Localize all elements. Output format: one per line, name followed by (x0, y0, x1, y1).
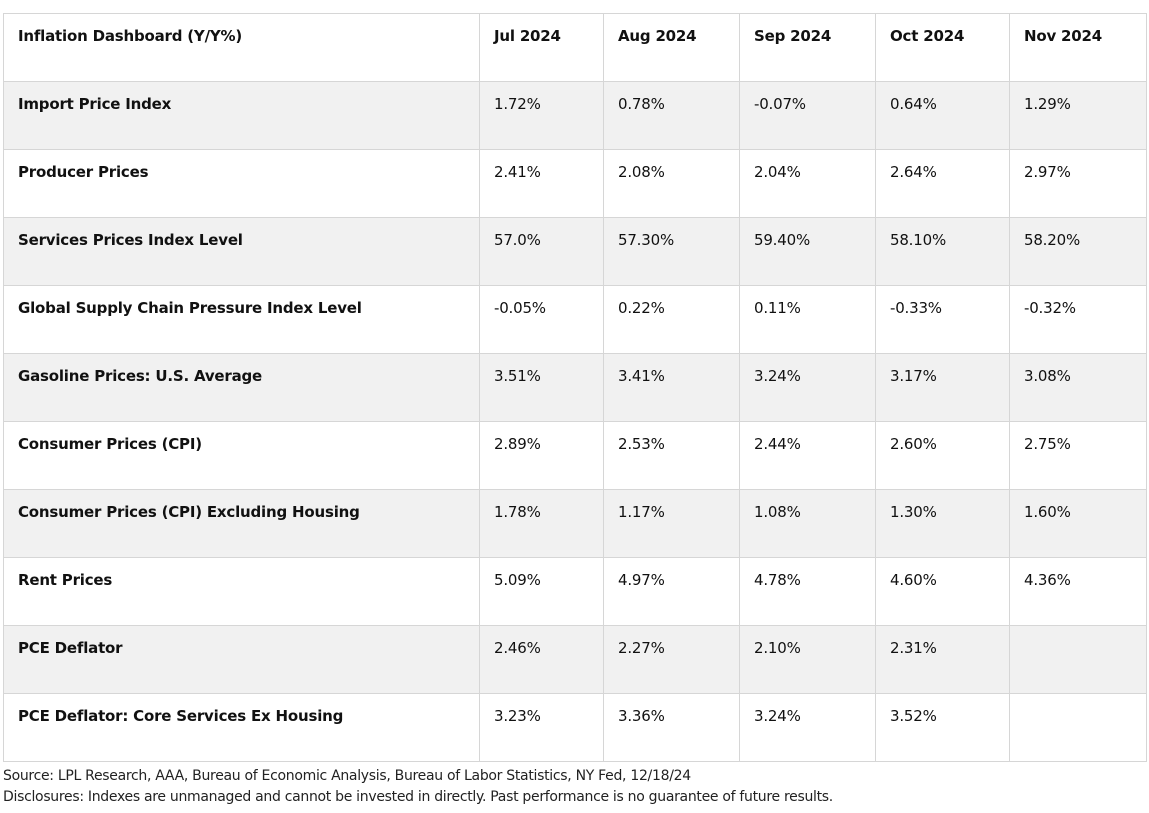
table-row: Import Price Index 1.72% 0.78% -0.07% 0.… (3, 81, 1147, 150)
table-cell: 3.36% (603, 693, 740, 762)
source-note: Source: LPL Research, AAA, Bureau of Eco… (3, 768, 691, 784)
table-cell: -0.32% (1009, 285, 1147, 354)
header-oct-2024: Oct 2024 (875, 13, 1010, 82)
table-cell: 2.64% (875, 149, 1010, 218)
table-cell: 2.97% (1009, 149, 1147, 218)
table-row: Global Supply Chain Pressure Index Level… (3, 285, 1147, 354)
table-cell: 1.30% (875, 489, 1010, 558)
table-cell: 2.89% (479, 421, 604, 490)
table-cell: 1.17% (603, 489, 740, 558)
table-row: Consumer Prices (CPI) Excluding Housing … (3, 489, 1147, 558)
table-cell: 2.27% (603, 625, 740, 694)
table-cell (1009, 625, 1147, 694)
table-cell: 4.97% (603, 557, 740, 626)
table-cell: 2.41% (479, 149, 604, 218)
header-sep-2024: Sep 2024 (739, 13, 876, 82)
table-cell: 4.36% (1009, 557, 1147, 626)
header-aug-2024: Aug 2024 (603, 13, 740, 82)
inflation-dashboard: Inflation Dashboard (Y/Y%) Jul 2024 Aug … (3, 13, 1147, 762)
table-cell: -0.07% (739, 81, 876, 150)
table-row: Rent Prices 5.09% 4.97% 4.78% 4.60% 4.36… (3, 557, 1147, 626)
inflation-table: Inflation Dashboard (Y/Y%) Jul 2024 Aug … (3, 13, 1147, 762)
row-label: Global Supply Chain Pressure Index Level (3, 285, 480, 354)
row-label: PCE Deflator: Core Services Ex Housing (3, 693, 480, 762)
table-cell: -0.05% (479, 285, 604, 354)
table-cell: 59.40% (739, 217, 876, 286)
table-cell: 58.10% (875, 217, 1010, 286)
table-cell: 3.24% (739, 353, 876, 422)
table-cell: 3.23% (479, 693, 604, 762)
table-cell: 2.53% (603, 421, 740, 490)
table-row: Services Prices Index Level 57.0% 57.30%… (3, 217, 1147, 286)
row-label: Consumer Prices (CPI) (3, 421, 480, 490)
table-cell: 1.60% (1009, 489, 1147, 558)
row-label: Import Price Index (3, 81, 480, 150)
table-cell: 2.44% (739, 421, 876, 490)
table-cell: 57.30% (603, 217, 740, 286)
table-cell: 57.0% (479, 217, 604, 286)
table-cell: 4.78% (739, 557, 876, 626)
table-header: Inflation Dashboard (Y/Y%) Jul 2024 Aug … (3, 13, 1147, 82)
table-cell: 2.75% (1009, 421, 1147, 490)
header-row: Inflation Dashboard (Y/Y%) Jul 2024 Aug … (3, 13, 1147, 82)
header-title: Inflation Dashboard (Y/Y%) (3, 13, 480, 82)
header-jul-2024: Jul 2024 (479, 13, 604, 82)
table-cell: 0.11% (739, 285, 876, 354)
table-cell: 1.29% (1009, 81, 1147, 150)
table-cell: 3.24% (739, 693, 876, 762)
table-cell: 3.17% (875, 353, 1010, 422)
table-cell: 3.08% (1009, 353, 1147, 422)
table-cell: 3.52% (875, 693, 1010, 762)
table-cell: 2.31% (875, 625, 1010, 694)
table-cell: 2.10% (739, 625, 876, 694)
table-cell: 58.20% (1009, 217, 1147, 286)
table-cell (1009, 693, 1147, 762)
table-cell: 0.78% (603, 81, 740, 150)
footnotes: Source: LPL Research, AAA, Bureau of Eco… (3, 766, 833, 808)
table-cell: 3.51% (479, 353, 604, 422)
table-cell: 1.78% (479, 489, 604, 558)
table-cell: 4.60% (875, 557, 1010, 626)
table-cell: 1.08% (739, 489, 876, 558)
table-body: Import Price Index 1.72% 0.78% -0.07% 0.… (3, 81, 1147, 762)
table-cell: 0.64% (875, 81, 1010, 150)
table-cell: 2.46% (479, 625, 604, 694)
table-row: Gasoline Prices: U.S. Average 3.51% 3.41… (3, 353, 1147, 422)
table-cell: 5.09% (479, 557, 604, 626)
table-cell: 3.41% (603, 353, 740, 422)
table-cell: -0.33% (875, 285, 1010, 354)
table-cell: 2.60% (875, 421, 1010, 490)
table-cell: 2.04% (739, 149, 876, 218)
row-label: Consumer Prices (CPI) Excluding Housing (3, 489, 480, 558)
row-label: Rent Prices (3, 557, 480, 626)
header-nov-2024: Nov 2024 (1009, 13, 1147, 82)
table-cell: 2.08% (603, 149, 740, 218)
row-label: Producer Prices (3, 149, 480, 218)
row-label: Gasoline Prices: U.S. Average (3, 353, 480, 422)
table-row: PCE Deflator 2.46% 2.27% 2.10% 2.31% (3, 625, 1147, 694)
table-cell: 0.22% (603, 285, 740, 354)
table-cell: 1.72% (479, 81, 604, 150)
row-label: Services Prices Index Level (3, 217, 480, 286)
table-row: Producer Prices 2.41% 2.08% 2.04% 2.64% … (3, 149, 1147, 218)
row-label: PCE Deflator (3, 625, 480, 694)
table-row: Consumer Prices (CPI) 2.89% 2.53% 2.44% … (3, 421, 1147, 490)
table-row: PCE Deflator: Core Services Ex Housing 3… (3, 693, 1147, 762)
disclosures-note: Disclosures: Indexes are unmanaged and c… (3, 789, 833, 805)
